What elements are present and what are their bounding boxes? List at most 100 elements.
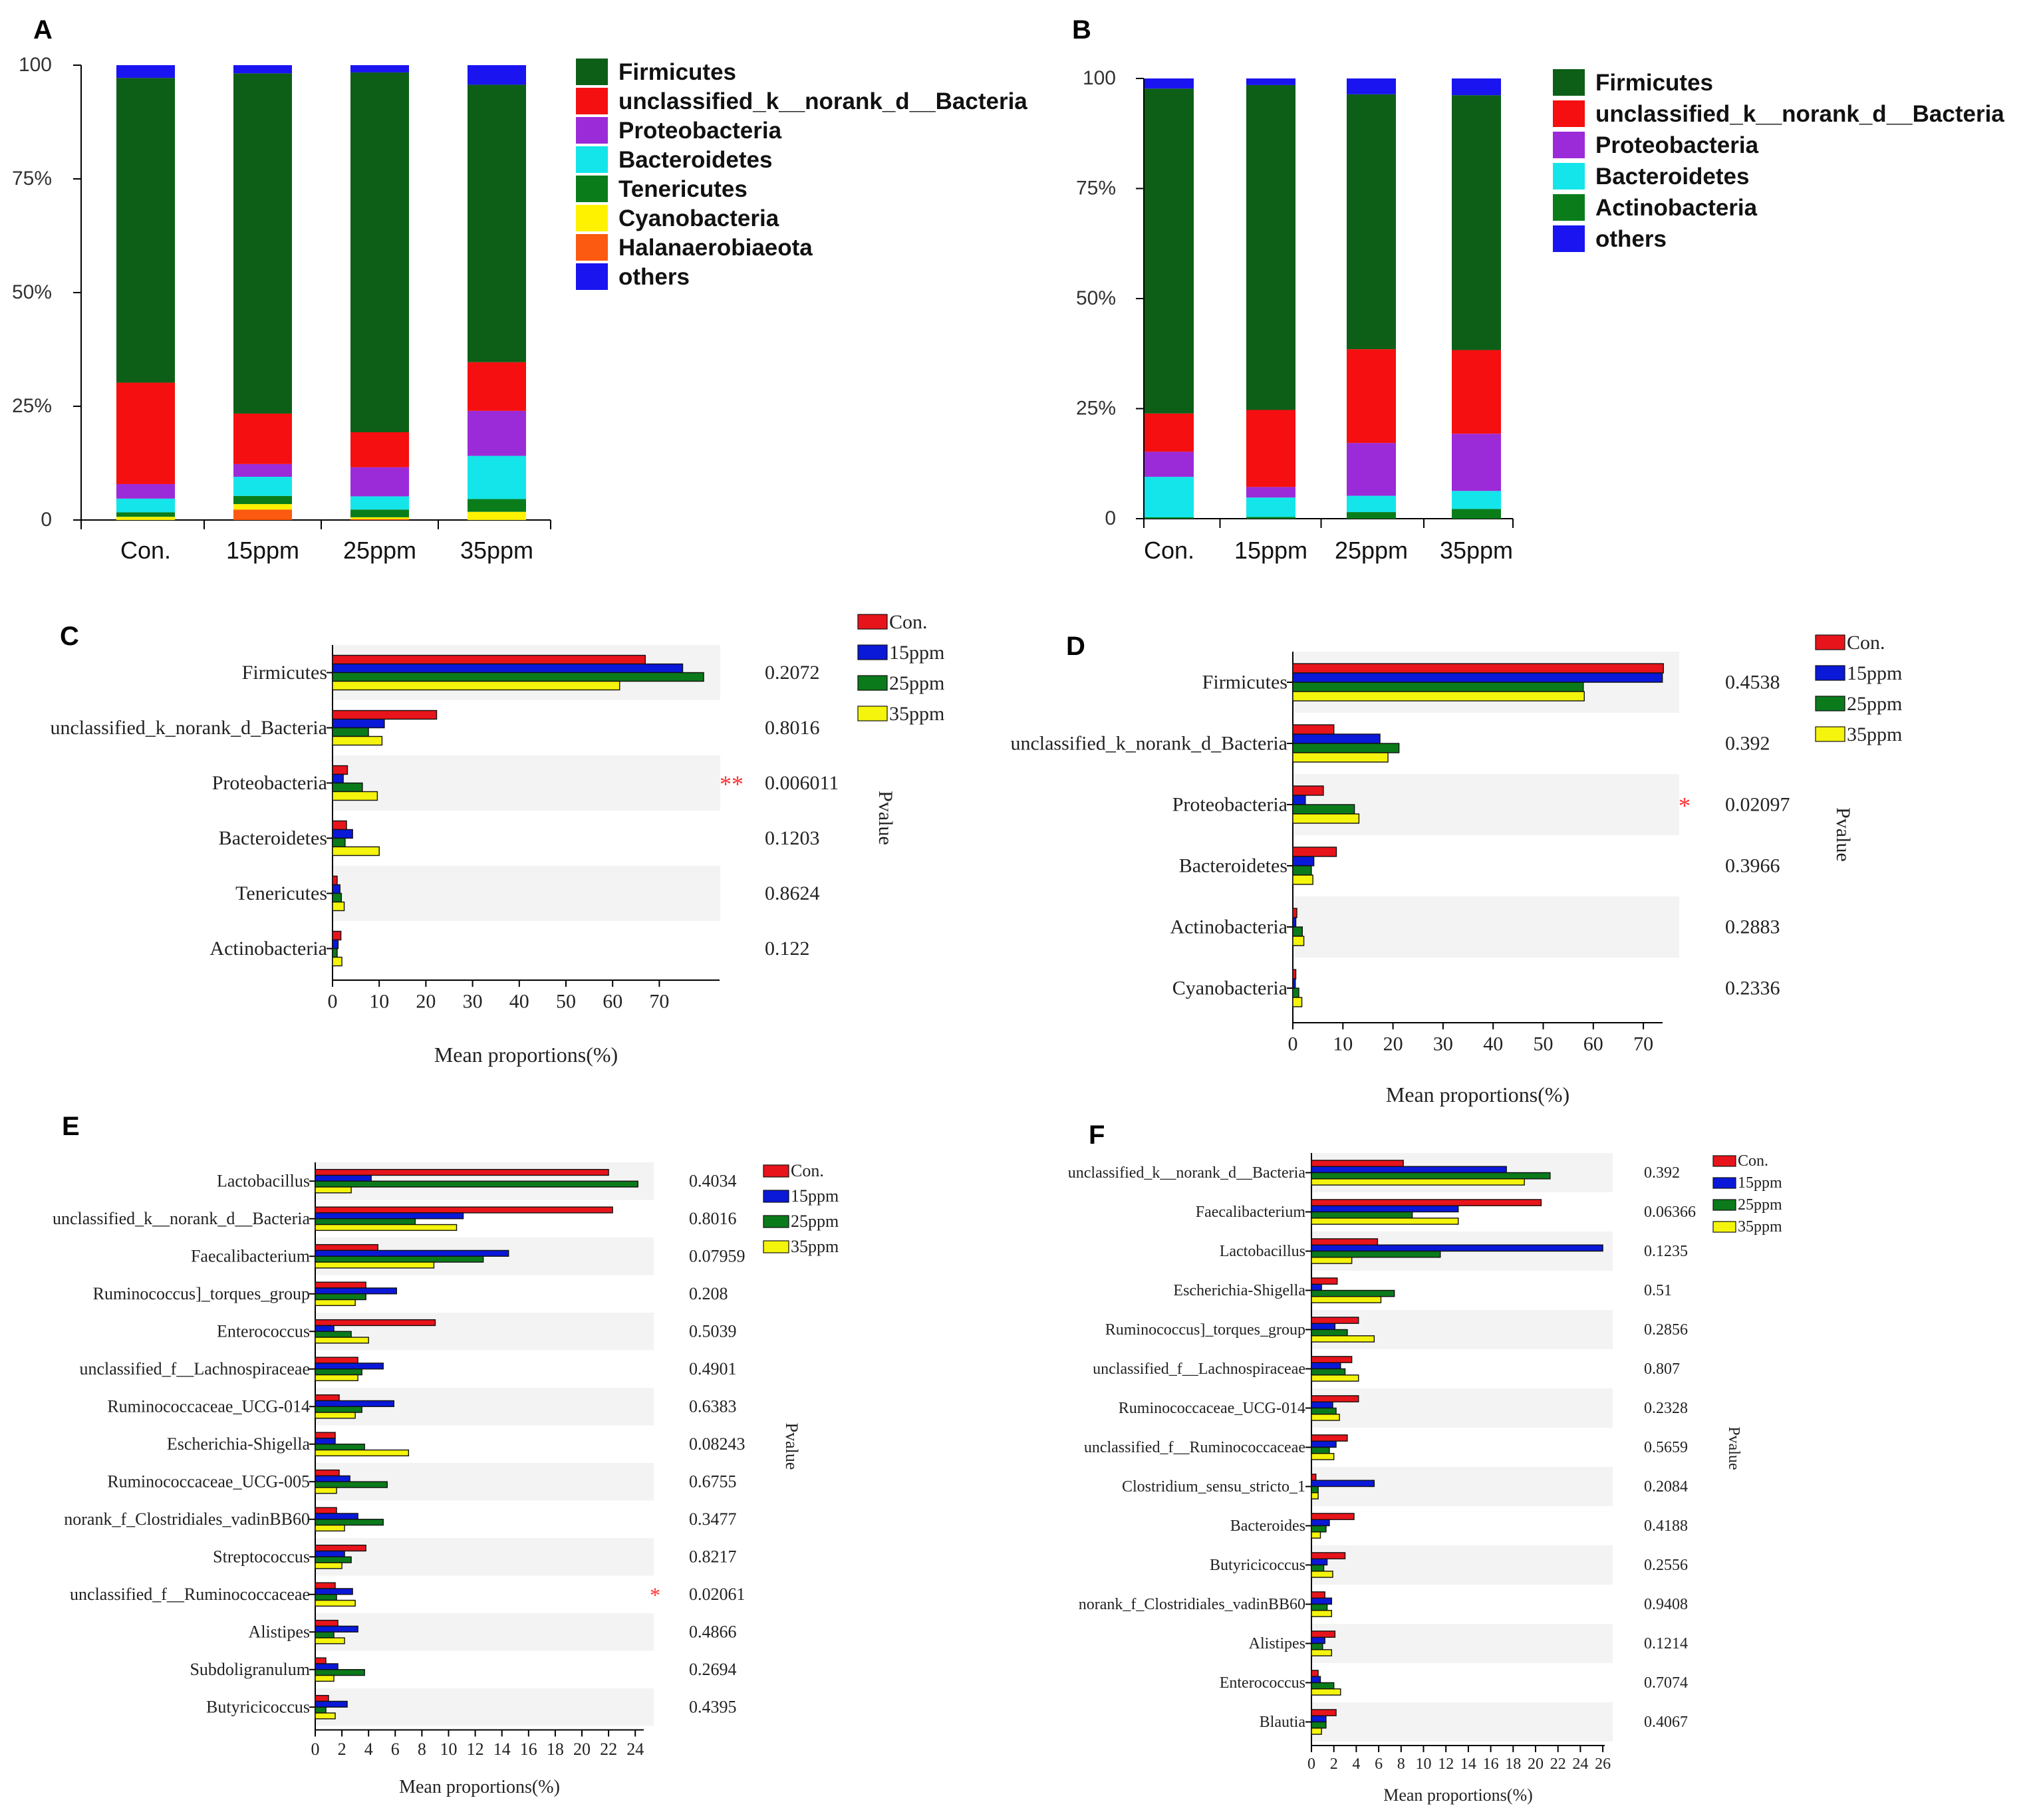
x-category-label: Con.	[1144, 537, 1194, 564]
legend-label: Con.	[889, 611, 928, 633]
row-stripe	[1311, 1702, 1613, 1742]
p-value: 0.9408	[1644, 1596, 1688, 1613]
bar-butyricicoccus-35ppm	[315, 1712, 336, 1720]
legend-swatch-35ppm	[763, 1240, 789, 1253]
p-value: 0.6383	[689, 1397, 737, 1416]
row-label-firmicutes: Firmicutes	[1202, 672, 1288, 694]
bar-unclassified-k-norank-d-bacteria-35ppm	[1311, 1178, 1525, 1186]
bar-actinobacteria-25ppm	[332, 948, 338, 958]
bar-unclassified-f-ruminococcaceae-con	[315, 1582, 336, 1589]
x-tick-label: 18	[1505, 1755, 1521, 1773]
legend-swatch-firmicutes	[1553, 69, 1585, 96]
bar-segment-15ppm-others	[1246, 78, 1295, 85]
x-tick-label: 60	[1583, 1033, 1603, 1055]
row-label-ruminococcaceae-ucg-014: Ruminococcaceae_UCG-014	[1119, 1400, 1305, 1417]
legend-swatch-proteobacteria	[1553, 132, 1585, 158]
bar-escherichia-shigella-35ppm	[315, 1449, 410, 1457]
p-value: 0.51	[1644, 1282, 1672, 1299]
bar-ruminococcaceae-ucg-014-25ppm	[315, 1406, 362, 1413]
bar-unclassified-k-norank-d-bacteria-25ppm	[315, 1218, 416, 1226]
bar-enterococcus-25ppm	[315, 1331, 352, 1338]
p-value: 0.02061	[689, 1585, 746, 1604]
row-stripe	[1293, 896, 1679, 958]
x-axis-title: Mean proportions(%)	[399, 1777, 560, 1797]
bar-ruminococcaceae-ucg-014-15ppm	[1311, 1401, 1333, 1409]
p-value: 0.07959	[689, 1247, 746, 1266]
bar-cyanobacteria-con	[1292, 969, 1297, 979]
bar-enterococcus-con	[315, 1319, 436, 1327]
y-tick-label: 75%	[12, 168, 52, 190]
bar-blautia-con	[1311, 1709, 1337, 1716]
panel-label: C	[60, 622, 79, 651]
row-label-enterococcus: Enterococcus	[217, 1322, 310, 1341]
x-tick-label: 2	[338, 1740, 346, 1759]
bar-norank-f-clostridiales-vadinbb60-25ppm	[315, 1519, 384, 1526]
legend-swatch-con	[1815, 634, 1845, 650]
bar-segment-con-others	[1145, 78, 1194, 89]
x-category-label: 35ppm	[460, 537, 533, 564]
row-label-unclassified-f-lachnospiraceae: unclassified_f__Lachnospiraceae	[1093, 1361, 1305, 1378]
x-tick-label: 0	[1307, 1755, 1315, 1773]
bar-segment-25ppm-proteobacteria	[350, 467, 409, 497]
bar-norank-f-clostridiales-vadinbb60-15ppm	[315, 1513, 358, 1520]
x-category-label: 25ppm	[343, 537, 416, 564]
bar-ruminococcus-torques-group-25ppm	[315, 1293, 366, 1301]
bar-cyanobacteria-25ppm	[1292, 987, 1299, 998]
row-label-clostridium-sensu-stricto-1: Clostridium_sensu_stricto_1	[1122, 1478, 1305, 1495]
p-value: 0.006011	[765, 772, 839, 794]
row-stripe	[333, 755, 720, 811]
p-value: 0.8624	[765, 882, 820, 904]
legend-swatch-25ppm	[857, 675, 888, 691]
bar-streptococcus-con	[315, 1544, 366, 1552]
x-tick-label: 20	[1383, 1033, 1403, 1055]
bar-clostridium-sensu-stricto-1-15ppm	[1311, 1480, 1375, 1488]
bar-bacteroidetes-35ppm	[1292, 874, 1313, 885]
bar-bacteroides-con	[1311, 1513, 1355, 1520]
row-label-alistipes: Alistipes	[249, 1623, 310, 1642]
bar-unclassified-k-norank-d-bacteria-15ppm	[332, 718, 385, 729]
bar-proteobacteria-con	[1292, 785, 1324, 796]
bar-alistipes-35ppm	[315, 1637, 345, 1644]
bar-lactobacillus-35ppm	[315, 1186, 352, 1194]
bar-bacteroides-15ppm	[1311, 1519, 1330, 1527]
bar-norank-f-clostridiales-vadinbb60-35ppm	[1311, 1610, 1333, 1617]
bar-actinobacteria-35ppm	[332, 956, 342, 967]
row-stripe	[315, 1313, 654, 1351]
row-label-unclassified-k-norank-d-bacteria: unclassified_k_norank_d_Bacteria	[1010, 733, 1288, 755]
legend-swatch-35ppm	[1815, 726, 1845, 742]
x-tick-label: 2	[1330, 1755, 1338, 1773]
bar-streptococcus-25ppm	[315, 1556, 352, 1563]
legend-label: Proteobacteria	[1595, 132, 1759, 158]
bar-segment-35ppm-bacteroidetes	[468, 455, 526, 499]
bar-unclassified-f-ruminococcaceae-35ppm	[315, 1599, 356, 1607]
bar-unclassified-k-norank-d-bacteria-15ppm	[1292, 733, 1381, 744]
legend-label: Bacteroidetes	[1595, 164, 1749, 190]
bar-segment-15ppm-tenericutes	[233, 495, 292, 505]
x-tick-label: 16	[520, 1740, 537, 1759]
bar-faecalibacterium-15ppm	[315, 1249, 509, 1257]
bar-lactobacillus-25ppm	[1311, 1250, 1441, 1258]
bar-cyanobacteria-35ppm	[1292, 997, 1303, 1007]
p-value-axis-title: Pvalue	[1725, 1426, 1742, 1470]
bar-bacteroidetes-con	[332, 820, 347, 831]
bar-unclassified-k-norank-d-bacteria-25ppm	[1311, 1172, 1551, 1180]
x-tick-label: 10	[1416, 1755, 1432, 1773]
p-value-axis-title: Pvalue	[782, 1423, 801, 1470]
p-value: 0.122	[765, 938, 810, 960]
bar-segment-25ppm-halanaerobiaeota	[350, 519, 409, 520]
row-stripe	[315, 1688, 654, 1726]
row-stripe	[1311, 1388, 1613, 1428]
p-value: 0.3966	[1725, 855, 1780, 877]
legend-label: unclassified_k__norank_d__Bacteria	[618, 88, 1027, 114]
legend-label: Bacteroidetes	[618, 147, 772, 173]
bar-alistipes-25ppm	[315, 1631, 335, 1638]
bar-unclassified-f-lachnospiraceae-15ppm	[315, 1363, 384, 1370]
legend-label: 35ppm	[1847, 723, 1902, 745]
row-stripe	[1311, 1545, 1613, 1585]
significance-marker: *	[650, 1583, 660, 1607]
bar-butyricicoccus-con	[315, 1694, 329, 1702]
p-value-axis-title: Pvalue	[875, 791, 896, 845]
p-value: 0.4067	[1644, 1714, 1688, 1731]
row-label-alistipes: Alistipes	[1249, 1635, 1305, 1652]
